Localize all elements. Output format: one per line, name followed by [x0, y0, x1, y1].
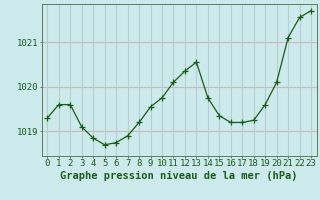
X-axis label: Graphe pression niveau de la mer (hPa): Graphe pression niveau de la mer (hPa)	[60, 171, 298, 181]
